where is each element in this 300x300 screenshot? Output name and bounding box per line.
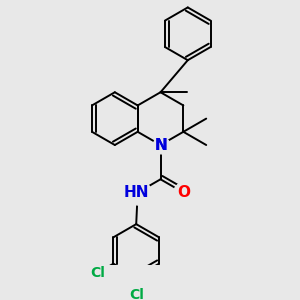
Text: N: N (154, 137, 167, 152)
Text: Cl: Cl (129, 288, 144, 300)
Text: Cl: Cl (90, 266, 105, 280)
Text: N: N (154, 137, 167, 152)
Text: O: O (177, 185, 190, 200)
Text: HN: HN (124, 185, 149, 200)
